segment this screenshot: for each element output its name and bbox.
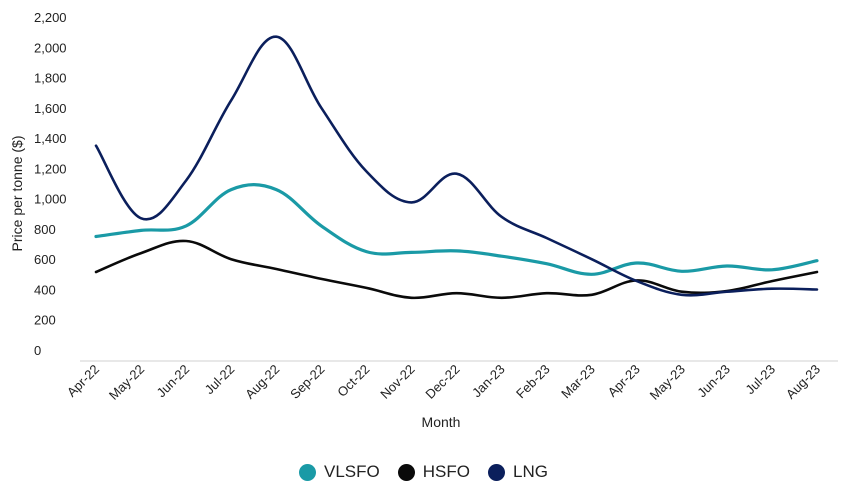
legend-label-lng: LNG bbox=[513, 462, 548, 481]
y-tick-label: 400 bbox=[34, 282, 56, 297]
legend-item-vlsfo: VLSFO bbox=[299, 462, 380, 482]
legend-marker-vlsfo bbox=[299, 463, 317, 481]
legend: VLSFO HSFO LNG bbox=[0, 462, 847, 482]
legend-marker-lng bbox=[488, 463, 505, 481]
legend-label-hsfo: HSFO bbox=[422, 462, 470, 481]
x-axis-title: Month bbox=[422, 414, 461, 430]
x-tick-label: Mar-23 bbox=[558, 362, 598, 402]
x-tick-label: Jan-23 bbox=[469, 362, 508, 401]
x-tick-label: Apr-23 bbox=[605, 362, 643, 400]
y-tick-label: 2,000 bbox=[34, 40, 67, 55]
legend-item-hsfo: HSFO bbox=[397, 462, 470, 482]
x-tick-label: Aug-23 bbox=[783, 362, 823, 402]
x-tick-label: May-23 bbox=[647, 362, 688, 403]
series-line-vlsfo bbox=[94, 183, 819, 276]
line-chart: Price per tonne ($) Month 0 200 400 600 800 1… bbox=[9, 10, 838, 430]
series-line-lng bbox=[94, 35, 819, 297]
y-tick-label: 600 bbox=[34, 252, 56, 267]
legend-item-lng: LNG bbox=[488, 462, 548, 482]
y-tick-label: 200 bbox=[34, 313, 56, 328]
x-tick-label: Sep-22 bbox=[287, 362, 327, 402]
x-tick-label: Jun-23 bbox=[694, 362, 733, 401]
y-tick-label: 1,800 bbox=[34, 71, 67, 86]
x-tick-label: Jul-23 bbox=[742, 362, 778, 398]
y-tick-label: 0 bbox=[34, 343, 41, 358]
series-line-hsfo bbox=[94, 239, 819, 300]
x-tick-label: Nov-22 bbox=[377, 362, 417, 402]
y-tick-label: 800 bbox=[34, 222, 56, 237]
y-axis-ticks: 0 200 400 600 800 1,000 1,200 1,400 1,600 1,800 2,… bbox=[34, 10, 67, 358]
y-tick-label: 1,000 bbox=[34, 192, 67, 207]
x-axis-ticks: Apr-22 May-22 Jun-22 Jul-22 Aug-22 Sep-22 Oct-… bbox=[64, 362, 823, 403]
y-tick-label: 1,200 bbox=[34, 161, 67, 176]
y-tick-label: 1,600 bbox=[34, 101, 67, 116]
series-lines bbox=[94, 35, 819, 300]
y-axis-title: Price per tonne ($) bbox=[9, 136, 25, 252]
x-tick-label: Jul-22 bbox=[202, 362, 238, 398]
y-tick-label: 2,200 bbox=[34, 10, 67, 25]
x-tick-label: Jun-22 bbox=[154, 362, 193, 401]
x-tick-label: Oct-22 bbox=[334, 362, 372, 400]
x-tick-label: Aug-22 bbox=[242, 362, 282, 402]
x-tick-label: May-22 bbox=[106, 362, 147, 403]
x-tick-label: Dec-22 bbox=[422, 362, 462, 402]
y-tick-label: 1,400 bbox=[34, 131, 67, 146]
x-tick-label: Apr-22 bbox=[64, 362, 102, 400]
legend-label-vlsfo: VLSFO bbox=[324, 462, 380, 481]
x-tick-label: Feb-23 bbox=[513, 362, 553, 402]
legend-marker-hsfo bbox=[397, 463, 415, 481]
